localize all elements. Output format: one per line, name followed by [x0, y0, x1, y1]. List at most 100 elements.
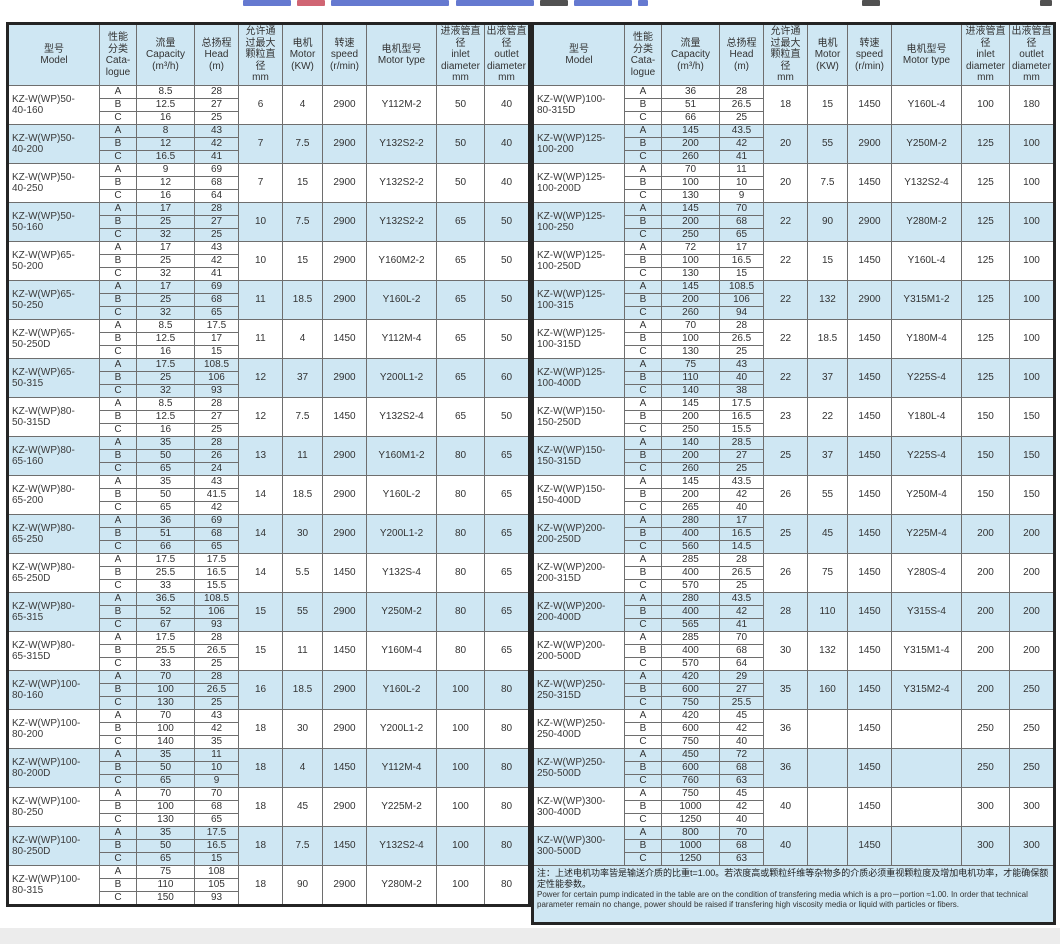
head-cell: 68	[194, 527, 239, 541]
capacity-cell: 25	[136, 371, 195, 385]
speed-cell: 2900	[322, 436, 367, 476]
model-line: 250-500D	[537, 768, 581, 779]
capacity-cell: 750	[661, 787, 720, 801]
speed-cell: 1450	[847, 358, 892, 398]
col-header-line: mm	[977, 72, 994, 84]
catalogue-cell: B	[99, 371, 137, 385]
model-line: 80-200D	[12, 768, 51, 779]
capacity-cell: 100	[136, 800, 195, 814]
col-header-line: 型号	[569, 43, 589, 55]
speed-cell: 2900	[322, 202, 367, 242]
head-cell: 9	[719, 189, 764, 203]
model-cell: KZ-W(WP)200- 200-315D	[532, 553, 625, 593]
head-cell: 70	[719, 826, 764, 840]
catalogue-cell: A	[99, 319, 137, 333]
inlet-diameter-cell: 80	[436, 514, 485, 554]
head-cell: 41.5	[194, 488, 239, 502]
spec-row: KZ-W(WP)80- 65-250 A 36 69 14 30 2900 Y200L1-2 80…	[7, 514, 530, 554]
catalogue-cell: C	[624, 267, 662, 281]
catalogue-cell: B	[624, 644, 662, 658]
catalogue-cell: C	[624, 657, 662, 671]
particle-size-cell: 12	[238, 358, 283, 398]
spec-row: C 260 25	[533, 462, 1055, 476]
speed-cell: 1450	[847, 670, 892, 710]
head-cell: 25.5	[719, 696, 764, 710]
model-line: KZ-W(WP)80-	[12, 562, 75, 573]
capacity-cell: 25	[136, 293, 195, 307]
head-cell: 64	[719, 657, 764, 671]
outlet-diameter-cell: 100	[1009, 241, 1055, 281]
head-cell: 108.5	[194, 358, 239, 372]
model-cell: KZ-W(WP)100- 80-315D	[532, 85, 625, 125]
motor-power-cell: 5.5	[282, 553, 323, 593]
catalogue-cell: B	[624, 839, 662, 853]
spec-row: B 12.5 27	[8, 410, 530, 424]
inlet-diameter-cell: 65	[436, 319, 485, 359]
inlet-diameter-cell: 250	[961, 709, 1010, 749]
col-header-line: 允许通	[770, 26, 801, 38]
model-line: KZ-W(WP)200-	[537, 640, 606, 651]
catalogue-cell: A	[624, 85, 662, 99]
model-line: KZ-W(WP)125-	[537, 133, 606, 144]
capacity-cell: 400	[661, 566, 720, 580]
model-line: 150-315D	[537, 456, 581, 467]
catalogue-cell: B	[99, 683, 137, 697]
outlet-diameter-cell: 65	[484, 475, 530, 515]
spec-row: KZ-W(WP)100- 80-200D A 35 11 18 4 1450 Y112M-4 10…	[7, 748, 530, 788]
capacity-cell: 25	[136, 215, 195, 229]
head-cell: 29	[719, 670, 764, 684]
model-line: KZ-W(WP)100-	[12, 718, 81, 729]
head-cell: 68	[194, 800, 239, 814]
model-line: 65-160	[12, 456, 44, 467]
particle-size-cell: 26	[763, 553, 808, 593]
inlet-diameter-cell: 65	[436, 202, 485, 242]
footnote-cell: 注：上述电机功率皆是输送介质的比重t=1.00。若浓度高或颗粒纤维等杂物多的介质…	[532, 865, 1055, 924]
model-line: KZ-W(WP)80-	[12, 640, 75, 651]
spec-row: KZ-W(WP)125- 100-250 A 145 70 22 90 2900 Y280M-2…	[532, 202, 1055, 242]
particle-size-cell: 12	[238, 397, 283, 437]
catalogue-cell: B	[624, 371, 662, 385]
capacity-cell: 285	[661, 631, 720, 645]
capacity-cell: 285	[661, 553, 720, 567]
head-cell: 26.5	[194, 644, 239, 658]
col-header-line: 颗粒直	[770, 49, 801, 61]
head-cell: 108.5	[194, 592, 239, 606]
head-cell: 25	[194, 696, 239, 710]
speed-cell: 1450	[322, 553, 367, 593]
col-header-head: 总扬程 Head (m)	[194, 23, 239, 86]
head-cell: 17.5	[194, 826, 239, 840]
spec-row: KZ-W(WP)125- 100-250D A 72 17 22 15 1450 Y160L-4…	[532, 241, 1055, 281]
capacity-cell: 17.5	[136, 358, 195, 372]
motor-type-cell: Y250M-2	[366, 592, 437, 632]
spec-row: B 50 10	[8, 761, 530, 775]
particle-size-cell: 11	[238, 319, 283, 359]
capacity-cell: 33	[136, 657, 195, 671]
inlet-diameter-cell: 300	[961, 826, 1010, 866]
model-line: 150-400D	[537, 495, 581, 506]
col-header-line: diameter	[487, 60, 526, 72]
inlet-diameter-cell: 200	[961, 631, 1010, 671]
spec-row: C 260 41	[533, 150, 1055, 164]
col-header-speed: 转速 speed (r/min)	[847, 23, 892, 86]
capacity-cell: 200	[661, 410, 720, 424]
capacity-cell: 100	[661, 332, 720, 346]
catalogue-cell: A	[99, 124, 137, 138]
inlet-diameter-cell: 150	[961, 436, 1010, 476]
spec-row: C 560 14.5	[533, 540, 1055, 554]
particle-size-cell: 7	[238, 124, 283, 164]
model-cell: KZ-W(WP)65- 50-315	[7, 358, 100, 398]
spec-row: C 32 41	[8, 267, 530, 281]
motor-type-cell: Y132S2-4	[366, 397, 437, 437]
head-cell: 43	[719, 358, 764, 372]
motor-type-cell: Y160L-2	[366, 475, 437, 515]
col-header-line: 电机型号	[906, 43, 947, 55]
speed-cell: 2900	[322, 592, 367, 632]
col-header-line: 进液管直	[965, 26, 1006, 38]
catalogue-cell: B	[99, 605, 137, 619]
model-cell: KZ-W(WP)200- 200-400D	[532, 592, 625, 632]
particle-size-cell: 26	[763, 475, 808, 515]
catalogue-cell: A	[99, 202, 137, 216]
note-row: 注：上述电机功率皆是输送介质的比重t=1.00。若浓度高或颗粒纤维等杂物多的介质…	[532, 865, 1055, 924]
col-header-line: 转速	[859, 37, 880, 49]
catalogue-cell: B	[624, 800, 662, 814]
